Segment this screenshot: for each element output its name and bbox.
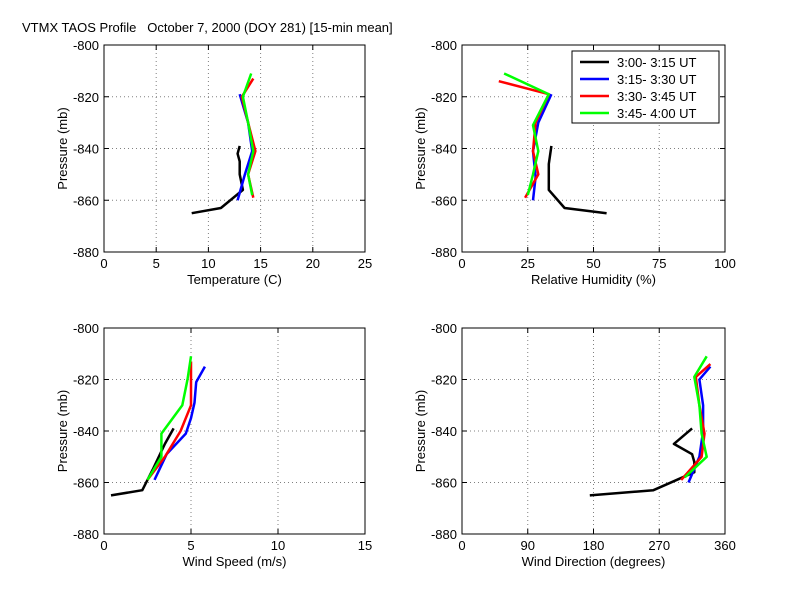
y-tick-label: -800 (431, 38, 457, 53)
x-tick-label: 270 (648, 538, 670, 553)
legend-entry: 3:00- 3:15 UT (617, 55, 697, 70)
x-tick-label: 5 (153, 256, 160, 271)
x-tick-label: 50 (586, 256, 600, 271)
y-tick-label: -860 (73, 476, 99, 491)
y-tick-label: -840 (73, 424, 99, 439)
wind-direction-chart: 0 90 180 270 360 -880 -860 -840 -820 -800 Wind Dir… (413, 321, 736, 569)
x-tick-label: 360 (714, 538, 736, 553)
x-tick-label: 25 (358, 256, 372, 271)
x-tick-label: 0 (100, 538, 107, 553)
series-line-1 (589, 427, 696, 497)
series-line-1 (191, 145, 245, 215)
x-tick-label: 5 (187, 538, 194, 553)
series-line-4 (146, 356, 193, 481)
x-tick-label: 25 (521, 256, 535, 271)
wind-speed-chart: 0 5 10 15 -880 -860 -840 -820 -800 Wind Speed (m/… (55, 321, 372, 569)
y-axis-label: Pressure (mb) (55, 390, 70, 472)
plot-area (462, 328, 725, 534)
figure-title: VTMX TAOS Profile October 7, 2000 (DOY 2… (22, 20, 393, 35)
y-tick-label: -880 (431, 527, 457, 542)
x-tick-label: 75 (652, 256, 666, 271)
legend-entry: 3:45- 4:00 UT (617, 106, 697, 121)
humidity-chart: 0 25 50 75 100 -880 -860 -840 -820 -800 Relative H… (413, 38, 736, 287)
axes-frame (103, 327, 366, 535)
y-tick-label: -820 (73, 373, 99, 388)
legend-entry: 3:30- 3:45 UT (617, 89, 697, 104)
series-line-4 (241, 73, 255, 196)
x-tick-label: 180 (583, 538, 605, 553)
y-tick-label: -880 (431, 245, 457, 260)
y-tick-label: -860 (431, 476, 457, 491)
axes-frame (103, 44, 366, 253)
x-tick-label: 10 (271, 538, 285, 553)
legend: 3:00- 3:15 UT 3:15- 3:30 UT 3:30- 3:45 UT 3… (571, 50, 720, 124)
y-tick-label: -820 (73, 90, 99, 105)
y-tick-label: -800 (431, 321, 457, 336)
series-line-1 (547, 145, 607, 215)
y-tick-label: -860 (73, 193, 99, 208)
x-axis-label: Wind Direction (degrees) (522, 554, 666, 569)
x-tick-label: 20 (306, 256, 320, 271)
y-tick-label: -800 (73, 321, 99, 336)
series-line-4 (683, 355, 708, 479)
x-tick-label: 0 (458, 538, 465, 553)
y-tick-label: -840 (431, 424, 457, 439)
series-line-4 (503, 72, 551, 196)
plot-area (104, 45, 365, 252)
series-line-3 (680, 363, 712, 481)
x-tick-label: 0 (100, 256, 107, 271)
y-tick-label: -820 (431, 373, 457, 388)
y-axis-label: Pressure (mb) (413, 390, 428, 472)
axes-frame (461, 327, 726, 535)
x-axis-label: Wind Speed (m/s) (182, 554, 286, 569)
y-tick-label: -800 (73, 38, 99, 53)
y-tick-label: -860 (431, 193, 457, 208)
y-tick-label: -820 (431, 90, 457, 105)
x-axis-label: Temperature (C) (187, 272, 282, 287)
plot-area (104, 328, 365, 534)
series-line-3 (146, 361, 193, 481)
x-tick-label: 15 (358, 538, 372, 553)
y-tick-label: -840 (73, 142, 99, 157)
x-tick-label: 0 (458, 256, 465, 271)
x-axis-label: Relative Humidity (%) (531, 272, 656, 287)
x-tick-label: 10 (201, 256, 215, 271)
y-axis-label: Pressure (mb) (55, 107, 70, 189)
y-tick-label: -840 (431, 142, 457, 157)
y-tick-label: -880 (73, 527, 99, 542)
axes-frame (461, 44, 726, 253)
x-tick-label: 90 (521, 538, 535, 553)
y-tick-label: -880 (73, 245, 99, 260)
temperature-chart: 0 5 10 15 20 25 -880 -860 -840 -820 -800 Temperatur… (55, 38, 372, 287)
y-axis-label: Pressure (mb) (413, 107, 428, 189)
x-tick-label: 100 (714, 256, 736, 271)
x-tick-label: 15 (253, 256, 267, 271)
legend-entry: 3:15- 3:30 UT (617, 72, 697, 87)
